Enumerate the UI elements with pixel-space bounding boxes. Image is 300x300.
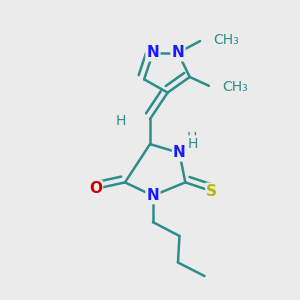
Text: S: S <box>206 184 217 199</box>
Text: N: N <box>172 45 184 60</box>
Text: N: N <box>147 188 159 203</box>
Text: CH₃: CH₃ <box>222 80 248 94</box>
Text: H: H <box>188 136 198 151</box>
Text: N: N <box>147 45 159 60</box>
Text: O: O <box>89 182 102 196</box>
Text: CH₃: CH₃ <box>213 33 239 46</box>
Text: H: H <box>187 131 197 145</box>
Text: N: N <box>173 146 186 160</box>
Text: H: H <box>116 114 126 128</box>
